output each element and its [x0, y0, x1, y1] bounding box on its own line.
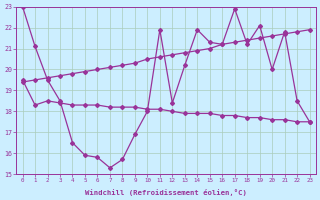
- X-axis label: Windchill (Refroidissement éolien,°C): Windchill (Refroidissement éolien,°C): [85, 189, 247, 196]
